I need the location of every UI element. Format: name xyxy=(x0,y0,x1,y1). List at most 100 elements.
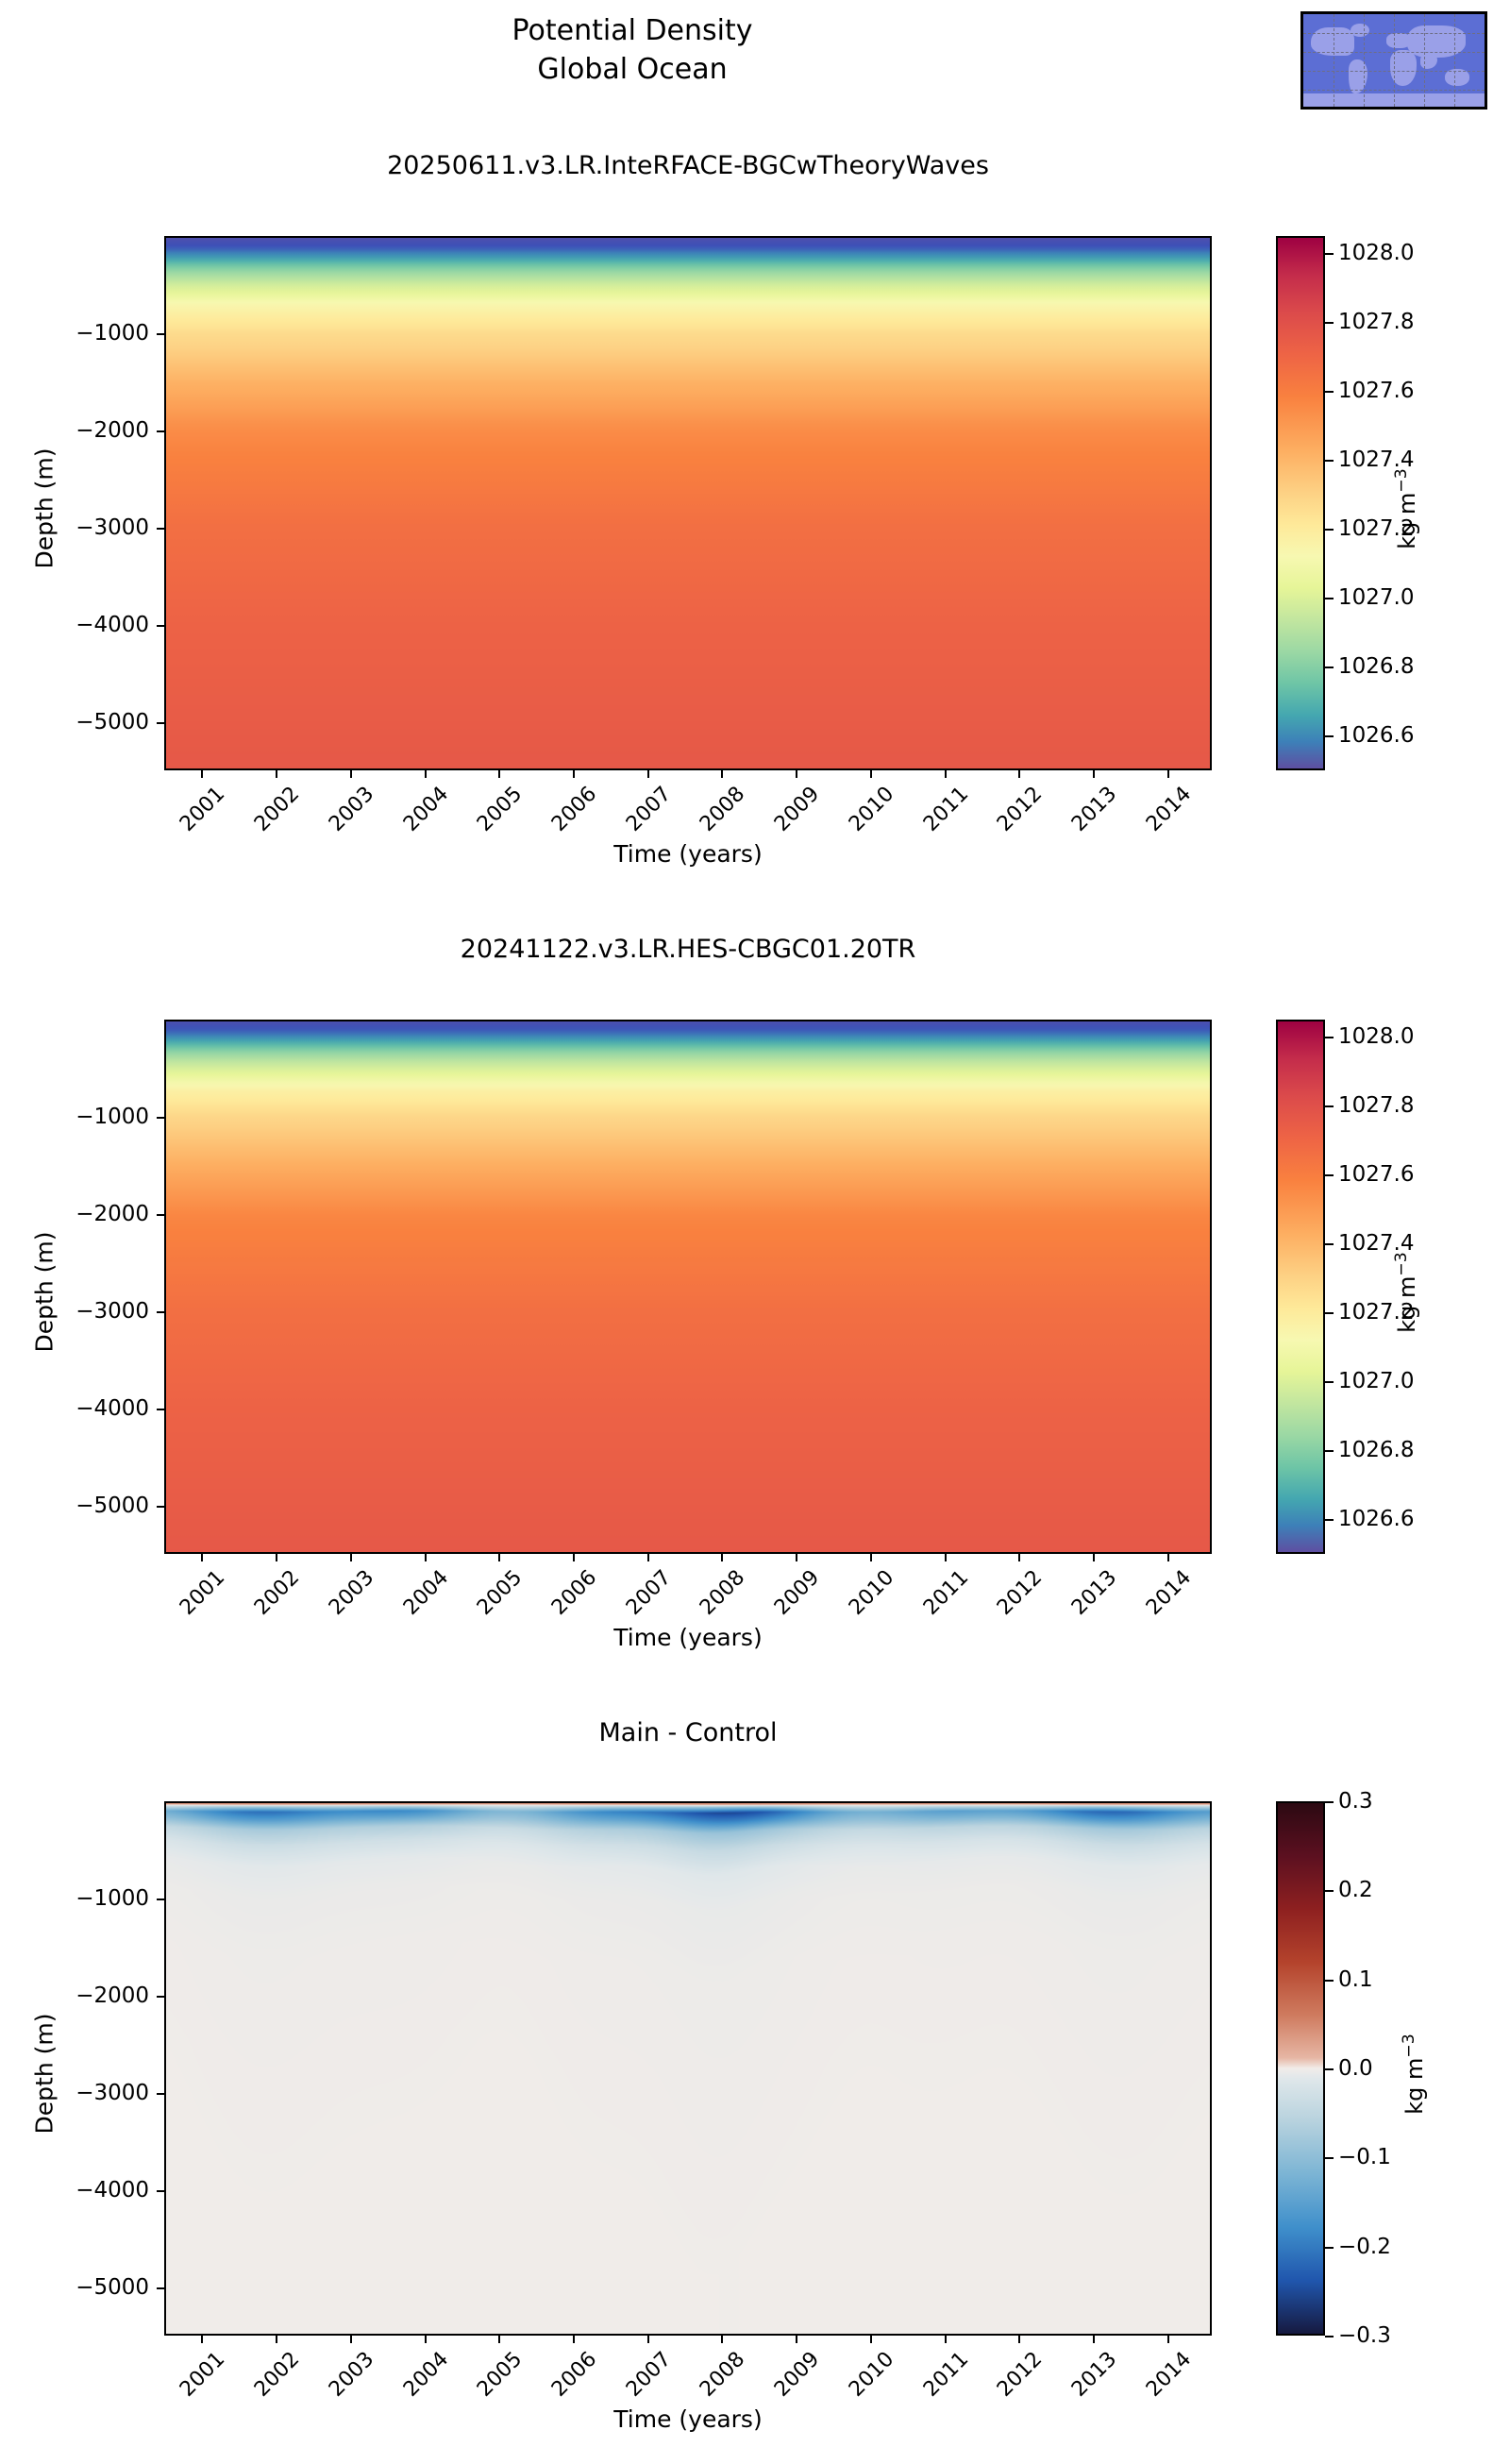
y-tick-label: −3000 xyxy=(76,515,149,540)
x-tick-mark xyxy=(1018,2336,1021,2343)
colorbar-tick-mark xyxy=(1325,1979,1334,1982)
panel-difference-colorbar[interactable] xyxy=(1276,1801,1325,2336)
y-tick-label: −5000 xyxy=(76,2274,149,2300)
panel-control-ylabel: Depth (m) xyxy=(30,1231,59,1353)
colorbar-tick-label: 1027.2 xyxy=(1338,1300,1415,1325)
map-land-greenland xyxy=(1351,24,1369,37)
colorbar-tick-label: −0.2 xyxy=(1338,2234,1391,2259)
y-tick-mark xyxy=(157,2287,164,2289)
map-gridline-horizontal xyxy=(1303,52,1485,53)
x-tick-mark xyxy=(201,1554,204,1561)
figure-suptitle: Potential Density Global Ocean xyxy=(0,11,1265,89)
panel-main-colorbar[interactable] xyxy=(1276,236,1325,770)
colorbar-tick-mark xyxy=(1325,1450,1334,1453)
y-tick-label: −1000 xyxy=(76,1885,149,1911)
colorbar-tick-label: 1027.2 xyxy=(1338,516,1415,542)
colorbar-tick-label: 1027.4 xyxy=(1338,1231,1415,1257)
x-tick-mark xyxy=(349,2336,352,2343)
colorbar-tick-mark xyxy=(1325,1174,1334,1177)
y-tick-label: −3000 xyxy=(76,2080,149,2105)
panel-difference-heatmap xyxy=(166,1803,1210,2334)
x-tick-mark xyxy=(796,770,798,778)
colorbar-tick-label: −0.3 xyxy=(1338,2323,1391,2348)
x-tick-mark xyxy=(201,2336,204,2343)
x-tick-mark xyxy=(944,770,947,778)
colorbar-tick-mark xyxy=(1325,2246,1334,2249)
panel-main-axes[interactable] xyxy=(164,236,1212,770)
y-tick-mark xyxy=(157,1116,164,1119)
x-tick-mark xyxy=(1166,770,1169,778)
colorbar-tick-label: 0.3 xyxy=(1338,1789,1373,1814)
map-gridline-vertical xyxy=(1424,14,1425,107)
x-tick-mark xyxy=(349,770,352,778)
colorbar-tick-label: 0.0 xyxy=(1338,2056,1373,2081)
colorbar-tick-mark xyxy=(1325,529,1334,532)
panel-difference-axes[interactable] xyxy=(164,1801,1212,2336)
colorbar-tick-label: 1027.8 xyxy=(1338,310,1415,335)
x-tick-mark xyxy=(944,2336,947,2343)
colorbar-tick-label: 1026.8 xyxy=(1338,1438,1415,1463)
y-tick-label: −2000 xyxy=(76,417,149,443)
y-tick-label: −2000 xyxy=(76,1983,149,2008)
colorbar-tick-label: 0.1 xyxy=(1338,1966,1373,1992)
panel-main-heatmap xyxy=(166,238,1210,768)
colorbar-tick-mark xyxy=(1325,2336,1334,2337)
x-tick-mark xyxy=(1018,770,1021,778)
y-tick-label: −3000 xyxy=(76,1298,149,1324)
x-tick-mark xyxy=(276,1554,278,1561)
map-land-australia xyxy=(1445,69,1469,86)
y-tick-mark xyxy=(157,1898,164,1900)
x-tick-mark xyxy=(1166,2336,1169,2343)
colorbar-tick-mark xyxy=(1325,460,1334,463)
y-tick-label: −4000 xyxy=(76,1395,149,1421)
panel-difference-colorbar-label: kg m−3 xyxy=(1400,2034,1428,2115)
y-tick-label: −1000 xyxy=(76,320,149,346)
y-tick-mark xyxy=(157,1213,164,1216)
colorbar-tick-label: 1027.4 xyxy=(1338,447,1415,473)
map-land-south-america xyxy=(1349,59,1367,93)
colorbar-tick-label: 1026.8 xyxy=(1338,654,1415,680)
y-tick-label: −4000 xyxy=(76,2177,149,2202)
y-tick-mark xyxy=(157,2189,164,2192)
x-tick-mark xyxy=(424,2336,427,2343)
y-tick-mark xyxy=(157,527,164,530)
colorbar-tick-mark xyxy=(1325,1519,1334,1522)
x-tick-mark xyxy=(796,1554,798,1561)
colorbar-tick-label: 1027.8 xyxy=(1338,1093,1415,1119)
y-tick-label: −2000 xyxy=(76,1201,149,1226)
x-tick-mark xyxy=(646,2336,649,2343)
colorbar-tick-mark xyxy=(1325,2157,1334,2160)
x-tick-mark xyxy=(721,1554,724,1561)
colorbar-tick-mark xyxy=(1325,1801,1334,1803)
panel-difference-ylabel: Depth (m) xyxy=(30,2013,59,2135)
colorbar-tick-label: 1027.6 xyxy=(1338,379,1415,404)
y-tick-label: −4000 xyxy=(76,612,149,637)
panel-control-heatmap xyxy=(166,1021,1210,1552)
colorbar-tick-mark xyxy=(1325,391,1334,394)
y-tick-mark xyxy=(157,1505,164,1508)
colorbar-tick-label: 1026.6 xyxy=(1338,723,1415,749)
x-tick-mark xyxy=(869,770,872,778)
x-tick-mark xyxy=(1093,1554,1096,1561)
x-tick-mark xyxy=(796,2336,798,2343)
colorbar-tick-mark xyxy=(1325,1037,1334,1039)
colorbar-tick-mark xyxy=(1325,667,1334,669)
colorbar-tick-mark xyxy=(1325,253,1334,256)
x-tick-mark xyxy=(572,2336,575,2343)
map-gridline-horizontal xyxy=(1303,33,1485,34)
colorbar-tick-mark xyxy=(1325,1243,1334,1246)
y-tick-mark xyxy=(157,1310,164,1313)
x-tick-mark xyxy=(498,2336,501,2343)
x-tick-mark xyxy=(276,2336,278,2343)
panel-control-axes[interactable] xyxy=(164,1020,1212,1554)
colorbar-tick-mark xyxy=(1325,598,1334,600)
map-gridline-vertical xyxy=(1364,14,1365,107)
x-tick-mark xyxy=(646,770,649,778)
suptitle-line-2: Global Ocean xyxy=(537,53,728,86)
colorbar-tick-mark xyxy=(1325,1381,1334,1384)
panel-control-colorbar[interactable] xyxy=(1276,1020,1325,1554)
map-gridline-vertical xyxy=(1454,14,1455,107)
x-tick-mark xyxy=(646,1554,649,1561)
x-tick-mark xyxy=(276,770,278,778)
map-gridline-horizontal xyxy=(1303,90,1485,91)
